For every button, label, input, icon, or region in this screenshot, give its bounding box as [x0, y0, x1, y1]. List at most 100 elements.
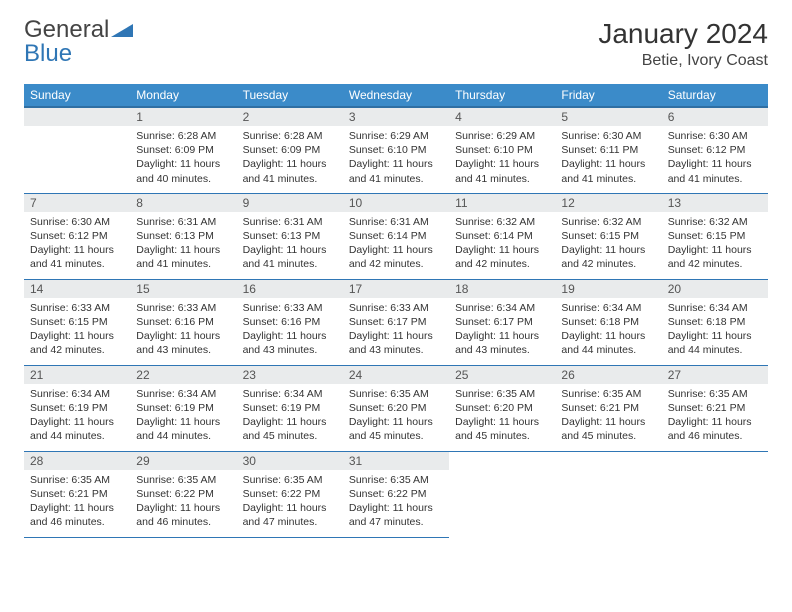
- daylight-line: Daylight: 11 hours and 44 minutes.: [561, 329, 655, 357]
- day-number: 29: [130, 452, 236, 470]
- calendar-day: 17Sunrise: 6:33 AMSunset: 6:17 PMDayligh…: [343, 279, 449, 365]
- sunrise-line: Sunrise: 6:35 AM: [243, 473, 337, 487]
- sunrise-line: Sunrise: 6:33 AM: [349, 301, 443, 315]
- daylight-line: Daylight: 11 hours and 43 minutes.: [136, 329, 230, 357]
- day-number: 18: [449, 280, 555, 298]
- day-number: [662, 452, 768, 470]
- calendar-day: 30Sunrise: 6:35 AMSunset: 6:22 PMDayligh…: [237, 451, 343, 537]
- calendar-day: 12Sunrise: 6:32 AMSunset: 6:15 PMDayligh…: [555, 193, 661, 279]
- calendar-day: 22Sunrise: 6:34 AMSunset: 6:19 PMDayligh…: [130, 365, 236, 451]
- day-number: 4: [449, 108, 555, 126]
- sunrise-line: Sunrise: 6:29 AM: [455, 129, 549, 143]
- daylight-line: Daylight: 11 hours and 45 minutes.: [349, 415, 443, 443]
- day-details: Sunrise: 6:30 AMSunset: 6:12 PMDaylight:…: [24, 212, 130, 276]
- sunset-line: Sunset: 6:19 PM: [136, 401, 230, 415]
- day-number: 13: [662, 194, 768, 212]
- calendar-week: 21Sunrise: 6:34 AMSunset: 6:19 PMDayligh…: [24, 365, 768, 451]
- sunset-line: Sunset: 6:15 PM: [30, 315, 124, 329]
- day-details: Sunrise: 6:35 AMSunset: 6:20 PMDaylight:…: [449, 384, 555, 448]
- sunset-line: Sunset: 6:21 PM: [668, 401, 762, 415]
- day-number: 1: [130, 108, 236, 126]
- day-number: 10: [343, 194, 449, 212]
- calendar-day: 27Sunrise: 6:35 AMSunset: 6:21 PMDayligh…: [662, 365, 768, 451]
- sunrise-line: Sunrise: 6:34 AM: [30, 387, 124, 401]
- sunrise-line: Sunrise: 6:32 AM: [668, 215, 762, 229]
- calendar-day: 10Sunrise: 6:31 AMSunset: 6:14 PMDayligh…: [343, 193, 449, 279]
- logo-word2: Blue: [24, 40, 72, 67]
- calendar-day: 24Sunrise: 6:35 AMSunset: 6:20 PMDayligh…: [343, 365, 449, 451]
- daylight-line: Daylight: 11 hours and 42 minutes.: [668, 243, 762, 271]
- sunrise-line: Sunrise: 6:34 AM: [455, 301, 549, 315]
- day-details: Sunrise: 6:35 AMSunset: 6:21 PMDaylight:…: [662, 384, 768, 448]
- sunset-line: Sunset: 6:13 PM: [136, 229, 230, 243]
- calendar-day: 23Sunrise: 6:34 AMSunset: 6:19 PMDayligh…: [237, 365, 343, 451]
- daylight-line: Daylight: 11 hours and 45 minutes.: [455, 415, 549, 443]
- sunset-line: Sunset: 6:17 PM: [349, 315, 443, 329]
- day-number: 28: [24, 452, 130, 470]
- calendar-day: [449, 451, 555, 537]
- calendar-day: 8Sunrise: 6:31 AMSunset: 6:13 PMDaylight…: [130, 193, 236, 279]
- daylight-line: Daylight: 11 hours and 41 minutes.: [243, 157, 337, 185]
- daylight-line: Daylight: 11 hours and 43 minutes.: [455, 329, 549, 357]
- sunrise-line: Sunrise: 6:29 AM: [349, 129, 443, 143]
- day-number: 25: [449, 366, 555, 384]
- sunrise-line: Sunrise: 6:30 AM: [30, 215, 124, 229]
- sunrise-line: Sunrise: 6:28 AM: [136, 129, 230, 143]
- calendar-day: 1 Sunrise: 6:28 AMSunset: 6:09 PMDaylight…: [130, 107, 236, 193]
- day-details: Sunrise: 6:33 AMSunset: 6:16 PMDaylight:…: [237, 298, 343, 362]
- daylight-line: Daylight: 11 hours and 41 minutes.: [455, 157, 549, 185]
- calendar-week: 14Sunrise: 6:33 AMSunset: 6:15 PMDayligh…: [24, 279, 768, 365]
- day-details: Sunrise: 6:34 AMSunset: 6:18 PMDaylight:…: [662, 298, 768, 362]
- day-number: [449, 452, 555, 470]
- day-details: Sunrise: 6:29 AMSunset: 6:10 PMDaylight:…: [343, 126, 449, 190]
- calendar-day: 4Sunrise: 6:29 AMSunset: 6:10 PMDaylight…: [449, 107, 555, 193]
- day-number: 17: [343, 280, 449, 298]
- day-details: Sunrise: 6:32 AMSunset: 6:14 PMDaylight:…: [449, 212, 555, 276]
- daylight-line: Daylight: 11 hours and 46 minutes.: [30, 501, 124, 529]
- day-details: Sunrise: 6:34 AMSunset: 6:19 PMDaylight:…: [237, 384, 343, 448]
- daylight-line: Daylight: 11 hours and 46 minutes.: [136, 501, 230, 529]
- calendar-table: SundayMondayTuesdayWednesdayThursdayFrid…: [24, 84, 768, 538]
- day-details: Sunrise: 6:30 AMSunset: 6:12 PMDaylight:…: [662, 126, 768, 190]
- daylight-line: Daylight: 11 hours and 43 minutes.: [243, 329, 337, 357]
- weekday-header: Monday: [130, 84, 236, 107]
- sunset-line: Sunset: 6:20 PM: [349, 401, 443, 415]
- daylight-line: Daylight: 11 hours and 41 minutes.: [561, 157, 655, 185]
- sunrise-line: Sunrise: 6:35 AM: [30, 473, 124, 487]
- day-number: 3: [343, 108, 449, 126]
- sunset-line: Sunset: 6:12 PM: [30, 229, 124, 243]
- day-details: Sunrise: 6:34 AMSunset: 6:17 PMDaylight:…: [449, 298, 555, 362]
- daylight-line: Daylight: 11 hours and 44 minutes.: [136, 415, 230, 443]
- daylight-line: Daylight: 11 hours and 40 minutes.: [136, 157, 230, 185]
- sunrise-line: Sunrise: 6:33 AM: [136, 301, 230, 315]
- calendar-day: 11Sunrise: 6:32 AMSunset: 6:14 PMDayligh…: [449, 193, 555, 279]
- sunset-line: Sunset: 6:09 PM: [243, 143, 337, 157]
- header: General Blue January 2024 Betie, Ivory C…: [24, 18, 768, 70]
- day-details: Sunrise: 6:30 AMSunset: 6:11 PMDaylight:…: [555, 126, 661, 190]
- sunset-line: Sunset: 6:14 PM: [349, 229, 443, 243]
- sunset-line: Sunset: 6:09 PM: [136, 143, 230, 157]
- title-block: January 2024 Betie, Ivory Coast: [598, 18, 768, 70]
- sunset-line: Sunset: 6:11 PM: [561, 143, 655, 157]
- sunset-line: Sunset: 6:15 PM: [668, 229, 762, 243]
- calendar-day: 20Sunrise: 6:34 AMSunset: 6:18 PMDayligh…: [662, 279, 768, 365]
- sunrise-line: Sunrise: 6:32 AM: [455, 215, 549, 229]
- daylight-line: Daylight: 11 hours and 41 minutes.: [668, 157, 762, 185]
- day-number: 16: [237, 280, 343, 298]
- day-details: Sunrise: 6:31 AMSunset: 6:14 PMDaylight:…: [343, 212, 449, 276]
- day-details: Sunrise: 6:33 AMSunset: 6:16 PMDaylight:…: [130, 298, 236, 362]
- day-number: 8: [130, 194, 236, 212]
- day-details: Sunrise: 6:34 AMSunset: 6:19 PMDaylight:…: [24, 384, 130, 448]
- sunset-line: Sunset: 6:15 PM: [561, 229, 655, 243]
- calendar-day: 7Sunrise: 6:30 AMSunset: 6:12 PMDaylight…: [24, 193, 130, 279]
- sunrise-line: Sunrise: 6:31 AM: [243, 215, 337, 229]
- day-number: 7: [24, 194, 130, 212]
- calendar-day: [662, 451, 768, 537]
- sunset-line: Sunset: 6:18 PM: [668, 315, 762, 329]
- weekday-header: Thursday: [449, 84, 555, 107]
- sunset-line: Sunset: 6:22 PM: [136, 487, 230, 501]
- daylight-line: Daylight: 11 hours and 45 minutes.: [561, 415, 655, 443]
- sunrise-line: Sunrise: 6:35 AM: [136, 473, 230, 487]
- sunset-line: Sunset: 6:16 PM: [136, 315, 230, 329]
- daylight-line: Daylight: 11 hours and 47 minutes.: [243, 501, 337, 529]
